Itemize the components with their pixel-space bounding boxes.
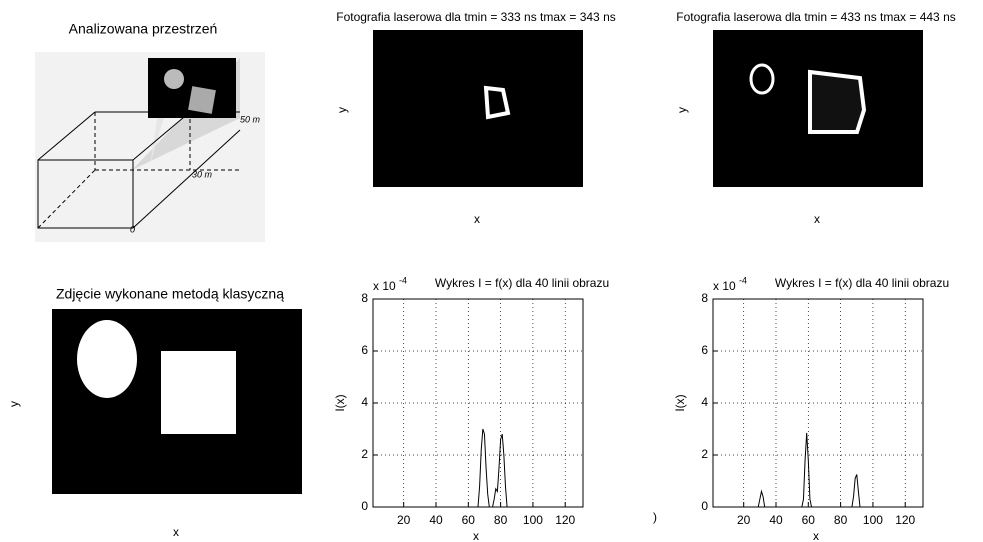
multiplier-base: x 10 xyxy=(373,279,396,293)
panel-title: Fotografia laserowa dla tmin = 333 ns tm… xyxy=(336,10,616,24)
x-axis-label: x xyxy=(473,529,479,542)
x-tick-label: 100 xyxy=(523,513,543,527)
object xyxy=(77,320,137,398)
figure: Analizowana przestrzeń 50 m 30 m 0 Fotog… xyxy=(0,0,983,542)
x-tick-label: 20 xyxy=(397,513,411,527)
chart-title: Wykres I = f(x) dla 40 linii obrazu xyxy=(775,276,949,290)
y-tick-label: 4 xyxy=(701,395,708,409)
multiplier-exponent: -4 xyxy=(739,275,747,285)
panel-title: Zdjęcie wykonane metodą klasyczną xyxy=(56,286,284,302)
object-outline xyxy=(810,72,864,132)
y-tick-label: 2 xyxy=(701,447,708,461)
x-tick-label: 60 xyxy=(802,513,816,527)
x-axis-label: x xyxy=(813,529,819,542)
x-tick-label: 80 xyxy=(834,513,848,527)
y-label: y xyxy=(675,107,689,113)
stray-text: ) xyxy=(653,510,657,524)
chart-title: Wykres I = f(x) dla 40 linii obrazu xyxy=(435,276,609,290)
multiplier-exponent: -4 xyxy=(399,275,407,285)
y-tick-label: 8 xyxy=(701,291,708,305)
y-tick-label: 2 xyxy=(361,447,368,461)
x-tick-label: 20 xyxy=(737,513,751,527)
x-tick-label: 80 xyxy=(494,513,508,527)
x-label: x xyxy=(173,525,179,539)
y-axis-label: I(x) xyxy=(333,394,347,411)
x-tick-label: 60 xyxy=(462,513,476,527)
sphere xyxy=(164,69,184,89)
image xyxy=(373,30,583,187)
distance-label: 50 m xyxy=(240,114,261,124)
panel-title: Analizowana przestrzeń xyxy=(69,21,218,37)
x-tick-label: 40 xyxy=(429,513,443,527)
y-label: y xyxy=(7,401,21,407)
x-tick-label: 120 xyxy=(555,513,575,527)
multiplier-base: x 10 xyxy=(713,279,736,293)
object xyxy=(161,351,236,434)
laser-photo: Fotografia laserowa dla tmin = 333 ns tm… xyxy=(335,10,616,226)
y-tick-label: 8 xyxy=(361,291,368,305)
classic-photo: Zdjęcie wykonane metodą klasyczną y x xyxy=(7,286,302,539)
x-tick-label: 120 xyxy=(895,513,915,527)
y-tick-label: 0 xyxy=(361,499,368,513)
x-tick-label: 40 xyxy=(769,513,783,527)
y-tick-label: 4 xyxy=(361,395,368,409)
x-label: x xyxy=(474,212,480,226)
cube xyxy=(188,86,216,114)
distance-label: 0 xyxy=(130,224,135,234)
distance-label: 30 m xyxy=(192,169,213,179)
panel-title: Fotografia laserowa dla tmin = 433 ns tm… xyxy=(676,10,956,24)
laser-photo: Fotografia laserowa dla tmin = 433 ns tm… xyxy=(675,10,956,226)
y-axis-label: I(x) xyxy=(673,394,687,411)
diagram: Analizowana przestrzeń 50 m 30 m 0 xyxy=(35,21,265,242)
x-label: x xyxy=(814,212,820,226)
y-tick-label: 6 xyxy=(361,343,368,357)
y-tick-label: 6 xyxy=(701,343,708,357)
x-tick-label: 100 xyxy=(863,513,883,527)
y-label: y xyxy=(335,107,349,113)
y-tick-label: 0 xyxy=(701,499,708,513)
